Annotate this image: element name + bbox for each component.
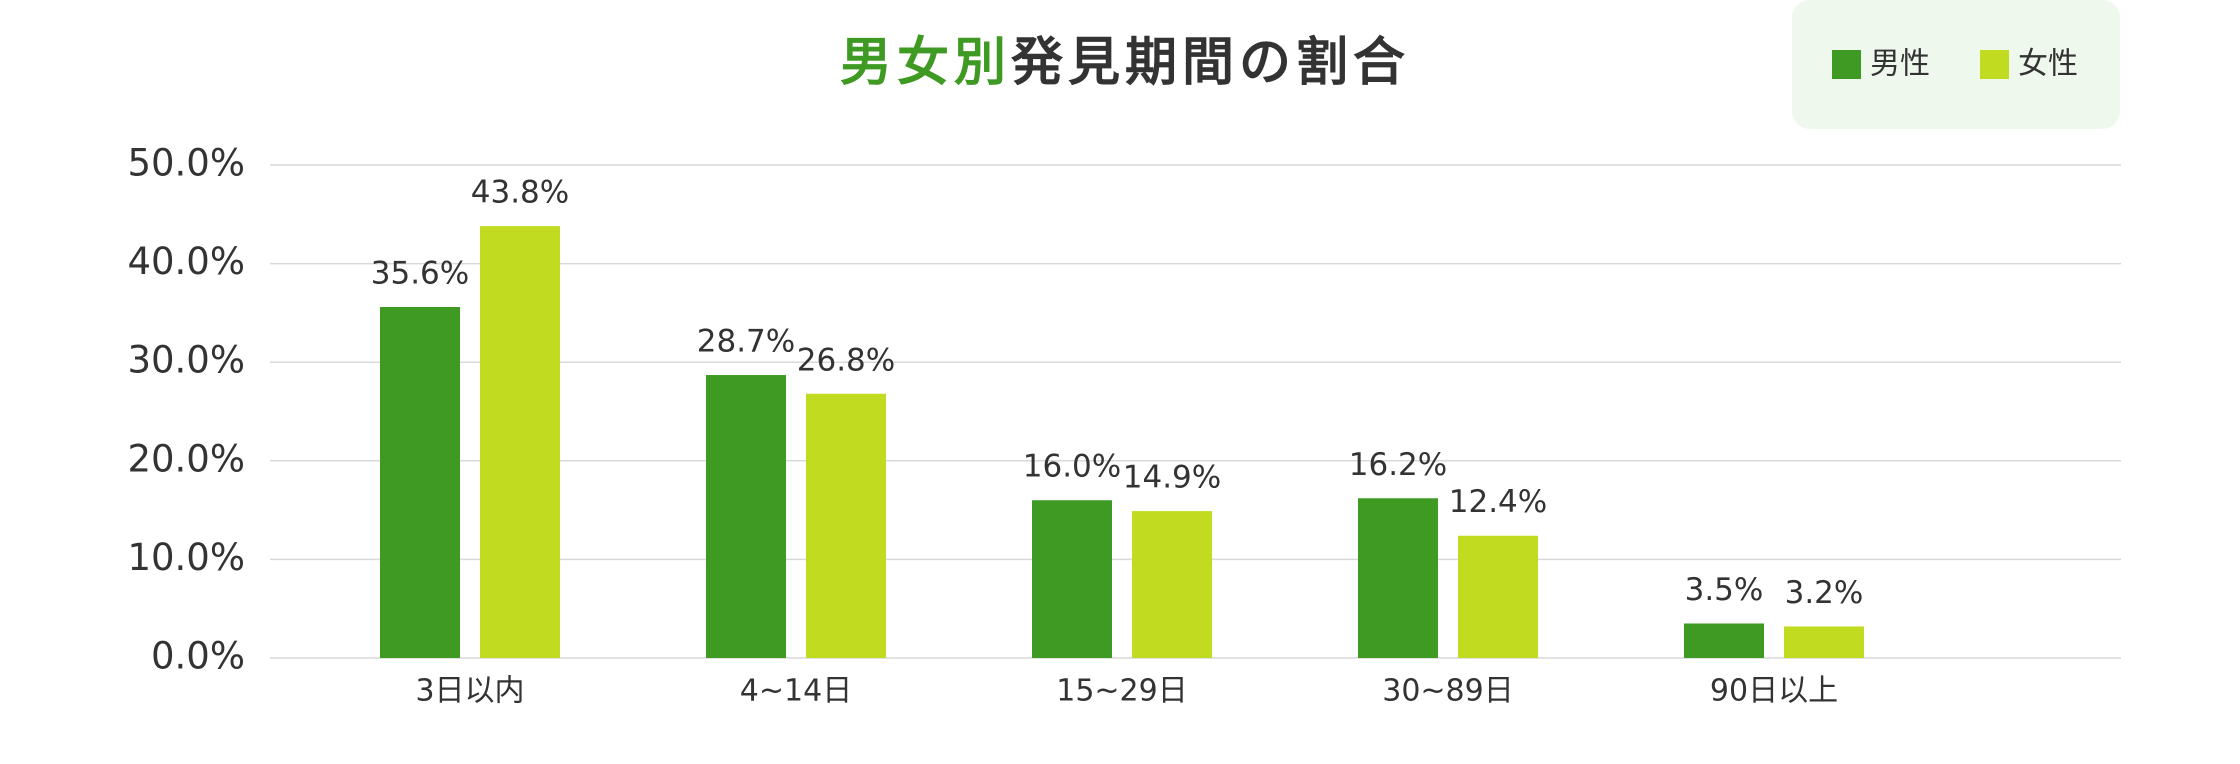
chart-title: 男女別発見期間の割合 bbox=[840, 33, 1410, 93]
y-tick-label: 40.0% bbox=[127, 240, 245, 283]
bar bbox=[1784, 626, 1864, 658]
data-label: 43.8% bbox=[471, 175, 569, 211]
y-tick-label: 30.0% bbox=[127, 339, 245, 382]
title-part: 男女別 bbox=[840, 33, 1011, 93]
data-label: 16.2% bbox=[1349, 447, 1447, 483]
bar bbox=[1132, 511, 1212, 658]
data-label: 14.9% bbox=[1123, 460, 1221, 496]
x-tick-label: 4~14日 bbox=[740, 674, 852, 709]
legend-swatch bbox=[1980, 50, 2009, 79]
bar bbox=[480, 226, 560, 658]
bar bbox=[1458, 535, 1538, 658]
data-label: 26.8% bbox=[797, 342, 895, 378]
legend-label: 男性 bbox=[1870, 47, 1930, 82]
bar bbox=[1684, 623, 1764, 658]
y-tick-label: 20.0% bbox=[127, 437, 245, 480]
bar bbox=[706, 375, 786, 658]
x-tick-label: 15~29日 bbox=[1056, 674, 1187, 709]
data-label: 3.2% bbox=[1785, 575, 1864, 611]
data-label: 12.4% bbox=[1449, 484, 1547, 520]
legend-swatch bbox=[1832, 50, 1861, 79]
y-tick-label: 50.0% bbox=[127, 142, 245, 185]
y-tick-label: 10.0% bbox=[127, 536, 245, 579]
data-label: 16.0% bbox=[1023, 449, 1121, 485]
bar bbox=[1358, 498, 1438, 658]
title-part: 発見期間の割合 bbox=[1011, 33, 1410, 93]
legend-box bbox=[1792, 0, 2120, 129]
x-tick-label: 3日以内 bbox=[415, 674, 524, 709]
x-tick-label: 30~89日 bbox=[1382, 674, 1513, 709]
bar bbox=[380, 306, 460, 658]
data-label: 28.7% bbox=[697, 324, 795, 360]
data-label: 3.5% bbox=[1685, 572, 1764, 608]
x-tick-label: 90日以上 bbox=[1710, 674, 1838, 709]
bar bbox=[806, 393, 886, 658]
data-label: 35.6% bbox=[371, 255, 469, 291]
bar bbox=[1032, 500, 1112, 658]
legend-label: 女性 bbox=[2018, 47, 2078, 82]
y-tick-label: 0.0% bbox=[151, 635, 245, 678]
